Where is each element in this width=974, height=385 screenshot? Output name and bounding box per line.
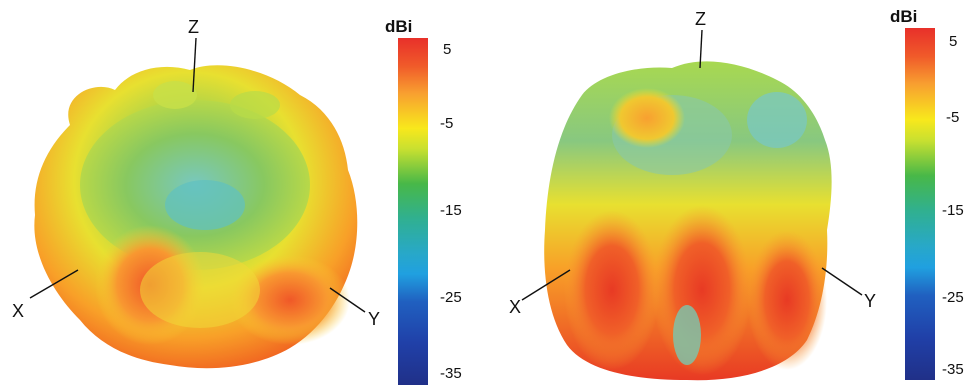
colorbar-unit: dBi — [890, 7, 918, 26]
colorbar-tick: 5 — [949, 33, 958, 50]
axis-x-label: X — [509, 297, 522, 317]
radiation-pattern-3d-left — [29, 37, 366, 369]
pattern-panel-right: Z X Y dBi 5 -5 -15 -25 -35 — [487, 0, 974, 385]
colorbar-tick: -15 — [942, 202, 964, 219]
colorbar-tick: 5 — [443, 41, 452, 58]
radiation-pattern-3d-right — [521, 29, 863, 381]
axis-z-label: Z — [695, 9, 706, 29]
pattern-hot-lobe — [230, 255, 350, 345]
axis-z-line — [699, 29, 703, 69]
axis-x-line — [29, 269, 79, 299]
axis-x-label: X — [12, 301, 25, 321]
colorbar-tick: -5 — [946, 109, 960, 126]
colorbar-tick: -25 — [942, 289, 964, 306]
colorbar — [398, 38, 428, 385]
pattern-panel-left: Z X Y dBi 5 -5 -15 -25 -35 — [12, 17, 462, 385]
axis-y-line — [329, 287, 366, 313]
pattern-hot-lobe — [747, 230, 827, 370]
pattern-top-lobe — [609, 88, 685, 148]
colorbar-tick: -15 — [440, 202, 462, 219]
colorbar-tick: -5 — [440, 115, 454, 132]
pattern-hot-lobe — [564, 210, 660, 370]
axis-z-line — [192, 37, 197, 93]
axis-z-label: Z — [188, 17, 199, 37]
colorbar-tick: -25 — [440, 289, 462, 306]
colorbar-tick: -35 — [440, 365, 462, 382]
axis-x-line — [521, 269, 571, 301]
pattern-hot-lobe — [652, 205, 752, 375]
colorbar-tick: -35 — [942, 361, 964, 378]
colorbar — [905, 28, 935, 380]
colorbar-unit: dBi — [385, 17, 413, 36]
axis-y-line — [821, 267, 863, 296]
axis-y-label: Y — [368, 309, 381, 329]
axis-y-label: Y — [864, 291, 877, 311]
